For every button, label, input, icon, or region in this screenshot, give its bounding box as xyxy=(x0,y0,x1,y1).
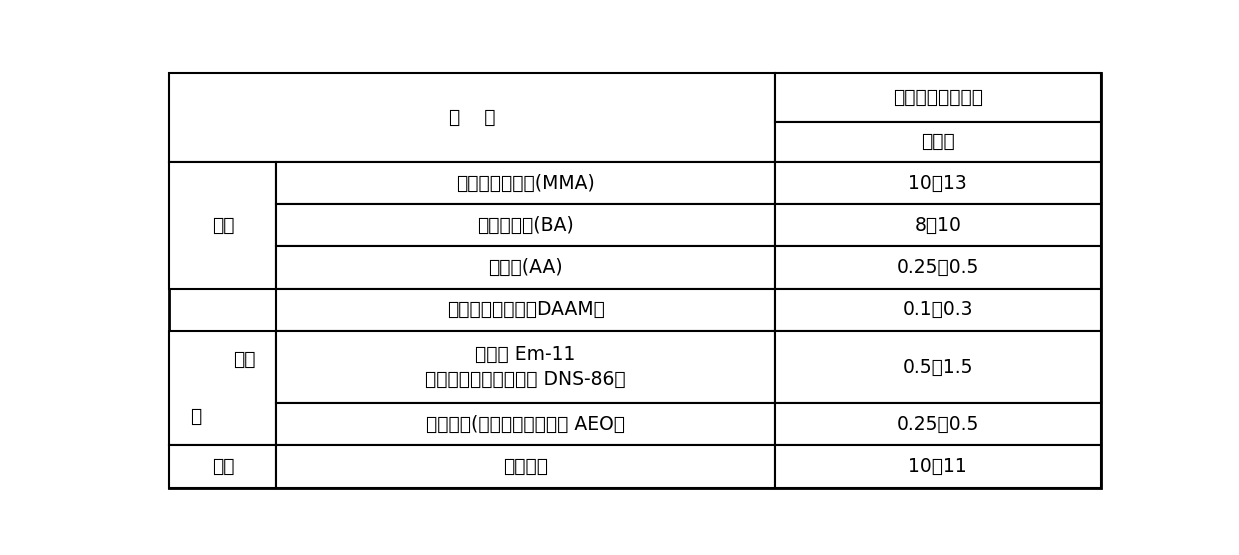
Bar xyxy=(276,204,774,246)
Text: 8～10: 8～10 xyxy=(914,216,961,235)
Bar xyxy=(170,445,276,487)
Text: 单体: 单体 xyxy=(212,216,234,235)
Bar xyxy=(774,289,1100,331)
Bar xyxy=(774,204,1100,246)
Text: 反应型 Em-11
（烷基酰胺乙烯磺酸钠 DNS-86）: 反应型 Em-11 （烷基酰胺乙烯磺酸钠 DNS-86） xyxy=(425,345,626,389)
Bar xyxy=(774,403,1100,445)
Bar xyxy=(276,162,774,204)
Bar xyxy=(774,73,1100,122)
Text: 去离子水: 去离子水 xyxy=(503,457,548,476)
Bar xyxy=(276,331,774,403)
Text: 0.25～0.5: 0.25～0.5 xyxy=(897,415,979,433)
Text: 丙烯酸(AA): 丙烯酸(AA) xyxy=(488,258,563,277)
Bar xyxy=(774,246,1100,289)
Text: 10～13: 10～13 xyxy=(908,174,968,193)
Text: 双丙酮丙烯酰胺（DAAM）: 双丙酮丙烯酰胺（DAAM） xyxy=(446,300,605,319)
Text: 乳化: 乳化 xyxy=(233,350,255,369)
Bar xyxy=(276,289,774,331)
Text: 甲基丙烯酸甲酯(MMA): 甲基丙烯酸甲酯(MMA) xyxy=(456,174,595,193)
Bar xyxy=(170,73,774,162)
Text: 比例（质量份数）: 比例（质量份数） xyxy=(892,88,983,107)
Text: 丙烯酸丁酯(BA): 丙烯酸丁酯(BA) xyxy=(477,216,574,235)
Text: 第一段: 第一段 xyxy=(921,132,954,152)
Bar xyxy=(276,445,774,487)
Text: 0.5～1.5: 0.5～1.5 xyxy=(902,357,973,376)
Bar xyxy=(276,246,774,289)
Text: 0.1～0.3: 0.1～0.3 xyxy=(902,300,973,319)
Bar xyxy=(170,162,276,289)
Text: 剂: 剂 xyxy=(191,407,202,426)
Text: 分散: 分散 xyxy=(212,457,234,476)
Text: 0.25～0.5: 0.25～0.5 xyxy=(897,258,979,277)
Bar xyxy=(774,162,1100,204)
Bar xyxy=(774,445,1100,487)
Text: 10～11: 10～11 xyxy=(908,457,968,476)
Bar xyxy=(276,403,774,445)
Text: 非离子型(脂肪醇聚氧乙烯醚 AEO）: 非离子型(脂肪醇聚氧乙烯醚 AEO） xyxy=(426,415,624,433)
Bar xyxy=(774,122,1100,162)
Bar xyxy=(774,331,1100,403)
Text: 原    料: 原 料 xyxy=(449,108,496,127)
Bar xyxy=(170,331,276,445)
